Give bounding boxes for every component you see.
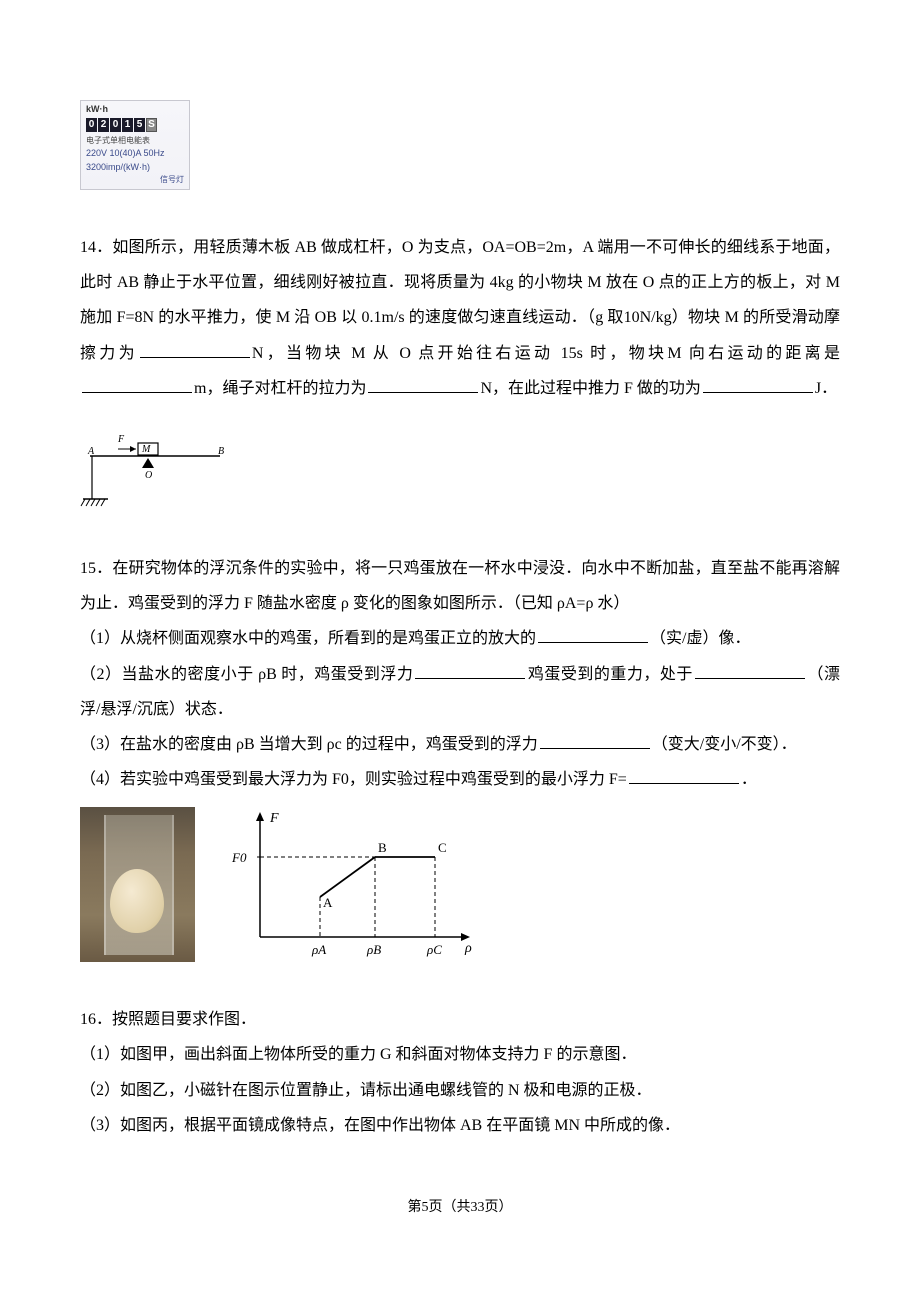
label-F: F: [117, 434, 125, 445]
blank-tension: [368, 376, 478, 393]
q14-unit2: m，绳子对杠杆的拉力为: [194, 380, 366, 397]
blank-q15-2a: [415, 662, 525, 679]
pt-A: A: [323, 895, 333, 910]
axis-rho: ρ: [464, 941, 472, 956]
tick-pB: ρB: [366, 942, 381, 957]
q15-p1: （1）从烧杯侧面观察水中的鸡蛋，所看到的是鸡蛋正立的放大的（实/虚）像．: [80, 621, 840, 656]
blank-q15-3: [540, 732, 650, 749]
blank-work: [703, 376, 813, 393]
meter-digits-row: 0 2 0 1 5 S: [86, 118, 184, 132]
label-A: A: [87, 446, 95, 457]
q16-number: 16．: [80, 1011, 112, 1028]
label-B: B: [218, 446, 224, 457]
q16-p2: （2）如图乙，小磁针在图示位置静止，请标出通电螺线管的 N 极和电源的正极．: [80, 1073, 840, 1108]
q15-figures: F ρ F0 A B C ρA ρB ρC: [80, 807, 840, 962]
q14-unit3: N，在此过程中推力 F 做的功为: [480, 380, 700, 397]
meter-digit: 2: [98, 118, 109, 132]
blank-q15-1: [538, 626, 648, 643]
blank-q15-4: [629, 767, 739, 784]
q16-p1: （1）如图甲，画出斜面上物体所受的重力 G 和斜面对物体支持力 F 的示意图．: [80, 1037, 840, 1072]
meter-digit: 5: [134, 118, 145, 132]
q15-intro: 15．在研究物体的浮沉条件的实验中，将一只鸡蛋放在一杯水中浸没．向水中不断加盐，…: [80, 551, 840, 621]
meter-digit: 0: [110, 118, 121, 132]
lever-diagram: A B M F O: [80, 416, 230, 511]
axis-F: F: [269, 811, 279, 826]
q16-p3: （3）如图丙，根据平面镜成像特点，在图中作出物体 AB 在平面镜 MN 中所成的…: [80, 1108, 840, 1143]
blank-distance: [82, 376, 192, 393]
label-M: M: [141, 444, 151, 455]
meter-spec1: 220V 10(40)A 50Hz: [86, 148, 184, 160]
meter-digit: 0: [86, 118, 97, 132]
meter-digit: 1: [122, 118, 133, 132]
buoyancy-graph: F ρ F0 A B C ρA ρB ρC: [220, 807, 480, 962]
tick-pC: ρC: [426, 942, 442, 957]
meter-digit-last: S: [146, 118, 157, 132]
q14-paragraph: 14．如图所示，用轻质薄木板 AB 做成杠杆，O 为支点，OA=OB=2m，A …: [80, 230, 840, 406]
pt-B: B: [378, 840, 387, 855]
pt-C: C: [438, 840, 447, 855]
electricity-meter-figure: kW·h 0 2 0 1 5 S 电子式单相电能表 220V 10(40)A 5…: [80, 100, 190, 190]
q14-unit1: N，当物块 M 从 O 点开始往右运动 15s 时，物块M 向右运动的距离是: [252, 345, 840, 362]
meter-kwh-label: kW·h: [86, 104, 184, 116]
meter-corner: 信号灯: [86, 175, 184, 185]
egg-in-glass-photo: [80, 807, 195, 962]
q15-p2: （2）当盐水的密度小于 ρB 时，鸡蛋受到浮力鸡蛋受到的重力，处于（漂浮/悬浮/…: [80, 657, 840, 727]
q15-number: 15．: [80, 560, 112, 577]
meter-spec2: 3200imp/(kW·h): [86, 162, 184, 174]
blank-q15-2b: [695, 662, 805, 679]
meter-sublabel: 电子式单相电能表: [86, 136, 184, 146]
q15-p4: （4）若实验中鸡蛋受到最大浮力为 F0，则实验过程中鸡蛋受到的最小浮力 F=．: [80, 762, 840, 797]
q16-intro: 16．按照题目要求作图．: [80, 1002, 840, 1037]
blank-friction: [140, 341, 250, 358]
label-O: O: [145, 470, 152, 481]
q14-number: 14．: [80, 239, 112, 256]
q15-p3: （3）在盐水的密度由 ρB 当增大到 ρc 的过程中，鸡蛋受到的浮力（变大/变小…: [80, 727, 840, 762]
tick-pA: ρA: [311, 942, 326, 957]
q14-unit4: J．: [815, 380, 837, 397]
label-F0: F0: [231, 850, 247, 865]
page-footer: 第5页（共33页）: [80, 1193, 840, 1224]
